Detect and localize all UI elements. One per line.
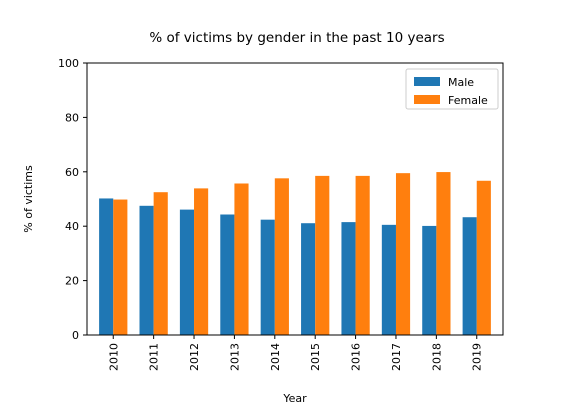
x-tick-label: 2014 xyxy=(269,343,282,371)
y-tick-label: 80 xyxy=(65,111,79,124)
x-tick-label: 2010 xyxy=(107,343,120,371)
legend-swatch-male xyxy=(414,77,440,86)
x-tick-label: 2012 xyxy=(188,343,201,371)
bar-male-2011 xyxy=(139,205,154,335)
bar-male-2014 xyxy=(260,219,275,335)
bar-male-2013 xyxy=(220,214,235,335)
bar-male-2019 xyxy=(462,217,477,335)
plot-area-frame xyxy=(86,62,504,336)
bar-female-2017 xyxy=(395,173,411,335)
bar-female-2013 xyxy=(234,183,249,335)
bar-male-2018 xyxy=(422,225,437,335)
legend-label-male: Male xyxy=(448,76,474,89)
y-tick-label: 60 xyxy=(65,166,79,179)
x-tick-label: 2017 xyxy=(390,343,403,371)
x-axis: 2010 2011 2012 2013 2014 2015 2016 2017 2018 2019 xyxy=(107,335,484,371)
bar-female-2010 xyxy=(113,199,128,335)
bar-female-2018 xyxy=(436,172,451,335)
y-axis-label: % of victims xyxy=(22,165,35,233)
bar-male-2012 xyxy=(179,209,195,335)
bar-male-2010 xyxy=(99,198,114,335)
x-tick-label: 2019 xyxy=(471,343,484,371)
legend: Male Female xyxy=(405,68,499,110)
y-tick-label: 40 xyxy=(65,220,79,233)
bar-female-2019 xyxy=(476,180,491,335)
y-tick-label: 0 xyxy=(72,329,79,342)
legend-label-female: Female xyxy=(448,94,488,107)
bar-female-2011 xyxy=(153,192,168,335)
bar-female-2015 xyxy=(315,175,330,335)
x-tick-label: 2015 xyxy=(309,343,322,371)
legend-swatch-female xyxy=(414,95,440,104)
bar-male-2017 xyxy=(381,224,396,335)
bar-female-2012 xyxy=(194,188,209,335)
bar-female-2016 xyxy=(355,175,370,335)
bar-male-2015 xyxy=(301,223,316,335)
bars-layer xyxy=(99,172,491,335)
x-axis-label: Year xyxy=(282,392,307,405)
x-tick-label: 2013 xyxy=(228,343,241,371)
y-tick-label: 100 xyxy=(58,57,79,70)
y-tick-label: 20 xyxy=(65,275,79,288)
x-tick-label: 2018 xyxy=(430,343,443,371)
bar-female-2014 xyxy=(274,178,289,335)
x-tick-label: 2016 xyxy=(350,343,363,371)
bar-male-2016 xyxy=(341,222,356,335)
y-axis: 0 20 40 60 80 100 xyxy=(58,57,87,342)
x-tick-label: 2011 xyxy=(148,343,161,371)
chart-title: % of victims by gender in the past 10 ye… xyxy=(149,30,444,46)
